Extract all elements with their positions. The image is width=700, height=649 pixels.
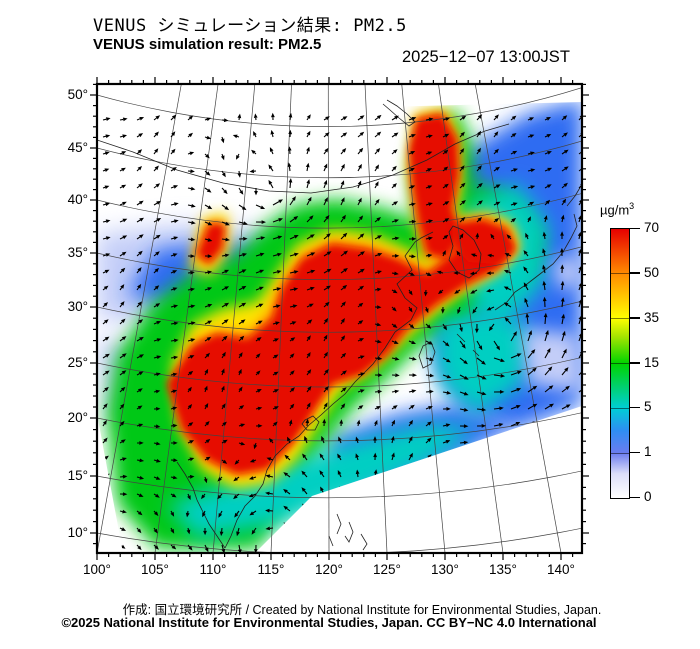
coastlines bbox=[97, 99, 582, 551]
lon-tick-label: 135° bbox=[489, 562, 517, 577]
unit-text: µg/m bbox=[600, 202, 630, 218]
lat-tick-label: 10° bbox=[67, 525, 88, 540]
credit-line: 作成: 国立環境研究所 / Created by National Instit… bbox=[122, 603, 602, 617]
colorbar-tick-stub bbox=[629, 451, 640, 454]
colorbar-tick-stub bbox=[629, 496, 640, 498]
page-title-english: VENUS simulation result: PM2.5 bbox=[93, 36, 322, 53]
colorbar-tick-stub bbox=[629, 406, 640, 409]
colorbar-tick-label: 1 bbox=[644, 444, 652, 460]
colorbar-tick-line bbox=[611, 273, 629, 275]
page-title-japanese: VENUS シミュレーション結果: PM2.5 bbox=[93, 16, 407, 36]
colorbar-tick-stub bbox=[629, 362, 640, 364]
pm25-concentration-map bbox=[90, 77, 589, 560]
lat-tick-label: 15° bbox=[67, 468, 88, 483]
datetime-label: 2025−12−07 13:00JST bbox=[402, 48, 570, 66]
lon-tick-label: 110° bbox=[199, 562, 227, 577]
lon-tick-label: 140° bbox=[547, 562, 575, 577]
colorbar-tick-stub bbox=[629, 317, 640, 319]
colorbar-tick-line bbox=[611, 407, 629, 409]
lat-tick-label: 45° bbox=[67, 140, 88, 155]
colorbar-tick-stub bbox=[629, 272, 640, 274]
pm25-field bbox=[97, 102, 582, 553]
colorbar-tick-line bbox=[611, 363, 629, 364]
lat-tick-label: 50° bbox=[67, 87, 88, 102]
colorbar-tick-label: 35 bbox=[644, 309, 660, 325]
wind-arrows bbox=[102, 112, 582, 553]
colorbar-tick-stub bbox=[629, 227, 640, 229]
lon-tick-label: 130° bbox=[431, 562, 459, 577]
lat-tick-label: 20° bbox=[67, 410, 88, 425]
colorbar-tick-line bbox=[611, 318, 629, 320]
colorbar-gradient bbox=[610, 228, 630, 499]
unit-exponent: 3 bbox=[629, 201, 635, 211]
colorbar-tick-line bbox=[611, 452, 629, 454]
lat-tick-label: 30° bbox=[67, 299, 88, 314]
lat-tick-label: 40° bbox=[67, 192, 88, 207]
license-line: ©2025 National Institute for Environment… bbox=[61, 615, 597, 630]
lon-tick-label: 100° bbox=[83, 562, 111, 577]
lat-tick-label: 25° bbox=[67, 355, 88, 370]
lon-tick-label: 105° bbox=[141, 562, 169, 577]
colorbar-tick-label: 5 bbox=[644, 399, 652, 415]
lon-tick-label: 115° bbox=[257, 562, 285, 577]
map-panel bbox=[90, 77, 589, 560]
colorbar-tick-label: 15 bbox=[644, 354, 660, 370]
colorbar-tick-label: 70 bbox=[644, 220, 660, 235]
map-frame bbox=[90, 77, 589, 560]
colorbar-tick-label: 50 bbox=[644, 264, 660, 280]
colorbar-unit-label: µg/m3 bbox=[600, 201, 634, 217]
lat-tick-label: 35° bbox=[67, 245, 88, 260]
colorbar-tick-label: 0 bbox=[644, 489, 652, 504]
lon-tick-label: 120° bbox=[315, 562, 343, 577]
lon-tick-label: 125° bbox=[373, 562, 401, 577]
